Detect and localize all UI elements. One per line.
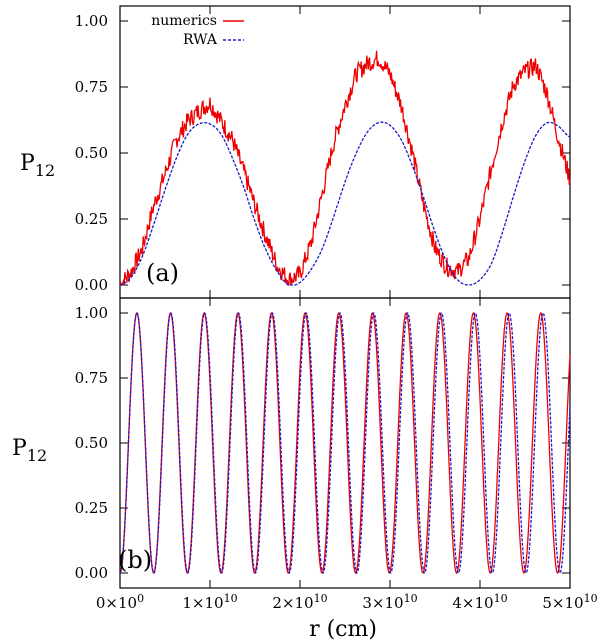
legend-label-rwa: RWA [183,32,218,48]
panel-b: 0.00 0.25 0.50 0.75 1.00 0×100 1×1010 2×1010 3×… [12,297,598,642]
panel-b-series-rwa [119,312,571,574]
panel-b-y-axis-label: P12 [12,436,47,465]
panel-b-frame [119,297,571,589]
panel-a-label: (a) [146,259,179,287]
panel-b-label: (b) [118,546,152,574]
panel-b-y-tick-label: 0.25 [75,499,108,517]
panel-a-series [119,50,571,286]
x-axis-label: r (cm) [309,617,377,642]
panel-a: 0.00 0.25 0.50 0.75 1.00 (a) P12 numerics RW… [20,5,571,299]
panel-b-y-tick-label: 0.00 [75,564,108,582]
panel-a-frame [119,5,571,299]
panel-a-y-ticks: 0.00 0.25 0.50 0.75 1.00 [75,6,571,298]
panel-b-x-ticks: 0×100 1×1010 2×1010 3×1010 4×1010 5×1010 [96,298,598,612]
panel-a-series-rwa [119,121,571,286]
legend-label-numerics: numerics [151,13,217,29]
panel-b-y-tick-label: 1.00 [75,304,108,322]
panel-a-series-numerics [119,50,571,286]
panel-a-y-tick-label: 1.00 [75,12,108,30]
panel-b-x-tick-label: 1×1010 [182,592,237,612]
legend: numerics RWA [151,13,244,48]
panel-b-y-ticks: 0.00 0.25 0.50 0.75 1.00 [75,304,570,582]
panel-a-y-tick-label: 0.25 [75,210,108,228]
panel-a-y-axis-label: P12 [20,151,55,180]
panel-a-y-tick-label: 0.75 [75,78,108,96]
panel-b-series-numerics [119,312,571,574]
panel-a-y-tick-label: 0.00 [75,276,108,294]
panel-b-y-tick-label: 0.75 [75,369,108,387]
panel-b-x-tick-label: 5×1010 [542,592,597,612]
panel-b-x-tick-label: 0×100 [96,592,144,612]
panel-b-y-tick-label: 0.50 [75,434,108,452]
panel-b-x-tick-label: 2×1010 [272,592,327,612]
panel-b-x-tick-label: 4×1010 [452,592,507,612]
panel-b-x-tick-label: 3×1010 [362,592,417,612]
panel-a-y-tick-label: 0.50 [75,144,108,162]
panel-b-series [119,312,571,574]
